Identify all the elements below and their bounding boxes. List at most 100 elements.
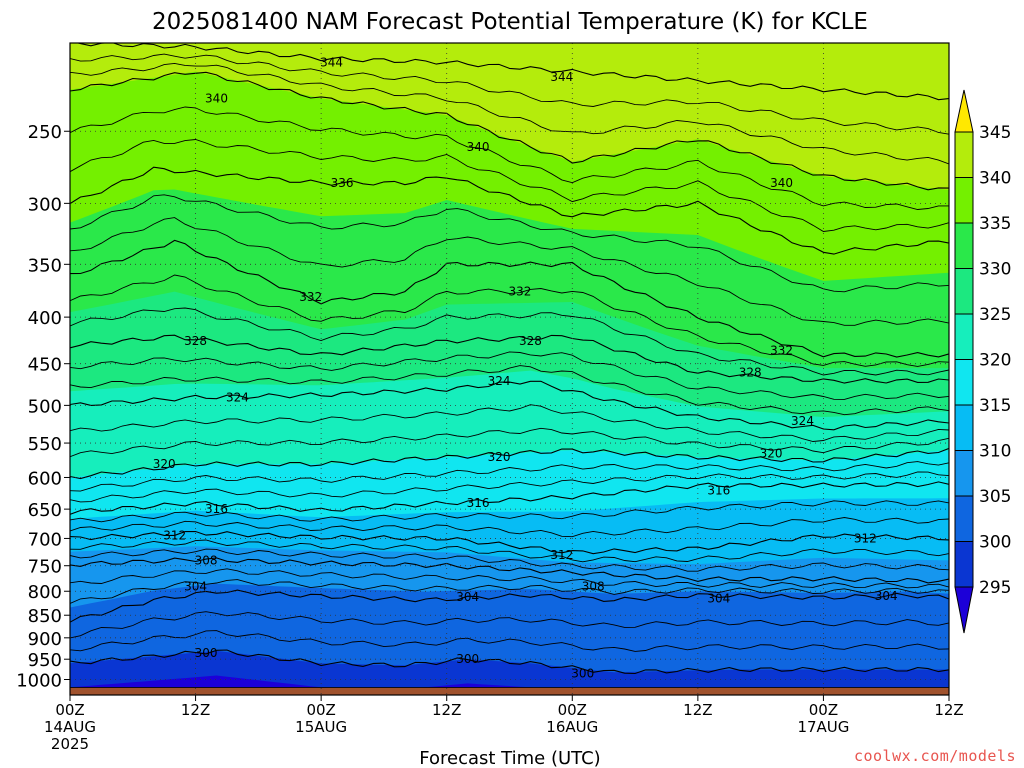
colorbar-box-320 bbox=[954, 359, 974, 406]
y-tick-label-750: 750 bbox=[28, 557, 62, 578]
isentrope-328 bbox=[70, 334, 949, 384]
y-tick-label-450: 450 bbox=[28, 355, 62, 376]
contour-label-332: 332 bbox=[509, 285, 532, 299]
isentrope-minor-308-2 bbox=[70, 539, 949, 563]
y-tick-label-800: 800 bbox=[28, 582, 62, 603]
isentrope-minor-324-2 bbox=[70, 351, 949, 400]
isentrope-minor-340-2 bbox=[70, 53, 949, 135]
x-tick-label-48: 00Z bbox=[558, 701, 587, 719]
colorbar-label-340: 340 bbox=[979, 169, 1011, 189]
isentrope-minor-336-2 bbox=[70, 106, 949, 210]
contour-label-316: 316 bbox=[707, 483, 730, 497]
contour-label-312: 312 bbox=[163, 529, 186, 543]
chart-title: 2025081400 NAM Forecast Potential Temper… bbox=[152, 9, 868, 35]
colorbar-label-335: 335 bbox=[979, 214, 1011, 234]
contour-label-344: 344 bbox=[320, 55, 343, 69]
isentrope-300 bbox=[70, 649, 949, 675]
colorbar-arrow-top bbox=[954, 89, 974, 133]
isentrope-340 bbox=[70, 71, 949, 191]
contour-label-324: 324 bbox=[226, 390, 249, 404]
isentrope-minor-332-1 bbox=[70, 217, 949, 326]
isentrope-minor-304-2 bbox=[70, 568, 949, 589]
isentrope-minor-316-2 bbox=[70, 461, 949, 492]
contour-label-300: 300 bbox=[571, 667, 594, 681]
colorbar-label-330: 330 bbox=[979, 260, 1011, 280]
contour-label-312: 312 bbox=[550, 548, 573, 562]
y-tick-label-550: 550 bbox=[28, 434, 62, 455]
isentrope-minor-320-2 bbox=[70, 404, 949, 442]
colorbar-box-325 bbox=[954, 313, 974, 360]
contour-label-308: 308 bbox=[582, 579, 605, 593]
isentrope-minor-328-1 bbox=[70, 307, 949, 376]
contour-label-324: 324 bbox=[488, 374, 511, 388]
colorbar-label-320: 320 bbox=[979, 351, 1011, 371]
isentrope-minor-336-1 bbox=[70, 139, 949, 232]
isentrope-minor-300-2 bbox=[70, 611, 949, 639]
y-tick-label-900: 900 bbox=[28, 629, 62, 650]
contour-label-308: 308 bbox=[195, 553, 218, 567]
ground-shading bbox=[70, 687, 949, 695]
isentrope-minor-340-1 bbox=[70, 62, 949, 165]
x-year-label: 2025 bbox=[51, 735, 89, 753]
contour-label-340: 340 bbox=[467, 140, 490, 154]
contour-label-320: 320 bbox=[153, 457, 176, 471]
colorbar-box-300 bbox=[954, 541, 974, 588]
contour-label-320: 320 bbox=[488, 450, 511, 464]
isentrope-minor-304-1 bbox=[70, 579, 949, 604]
y-tick-label-700: 700 bbox=[28, 529, 62, 550]
isentrope-316 bbox=[70, 481, 949, 515]
isentrope-minor-312-2 bbox=[70, 500, 949, 523]
contour-label-316: 316 bbox=[205, 502, 228, 516]
contour-label-328: 328 bbox=[184, 334, 207, 348]
isentrope-332 bbox=[70, 239, 949, 358]
credit-link[interactable]: coolwx.com/models bbox=[853, 747, 1016, 765]
colorbar-label-295: 295 bbox=[979, 578, 1011, 598]
x-tick-label-84: 12Z bbox=[934, 701, 963, 719]
contour-label-340: 340 bbox=[205, 91, 228, 105]
y-tick-label-400: 400 bbox=[28, 308, 62, 329]
y-tick-label-350: 350 bbox=[28, 255, 62, 276]
contour-label-332: 332 bbox=[299, 290, 322, 304]
contour-label-336: 336 bbox=[331, 176, 354, 190]
y-tick-label-250: 250 bbox=[28, 122, 62, 143]
isentrope-312 bbox=[70, 530, 949, 555]
y-tick-label-500: 500 bbox=[28, 396, 62, 417]
y-tick-label-850: 850 bbox=[28, 606, 62, 627]
contour-label-328: 328 bbox=[739, 365, 762, 379]
colorbar-label-305: 305 bbox=[979, 487, 1011, 507]
contour-label-300: 300 bbox=[195, 646, 218, 660]
contour-label-320: 320 bbox=[760, 447, 783, 461]
colorbar-box-340 bbox=[954, 177, 974, 224]
x-tick-label-72: 00Z bbox=[809, 701, 838, 719]
isentrope-320 bbox=[70, 447, 949, 480]
x-date-label-0: 14AUG bbox=[44, 718, 96, 736]
contour-label-340: 340 bbox=[770, 176, 793, 190]
colorbar-box-315 bbox=[954, 404, 974, 451]
y-tick-label-1000: 1000 bbox=[16, 670, 62, 691]
isentrope-336 bbox=[70, 166, 949, 255]
x-tick-label-0: 00Z bbox=[55, 701, 84, 719]
colorbar-label-310: 310 bbox=[979, 442, 1011, 462]
colorbar-arrow-bottom bbox=[954, 586, 974, 634]
isentrope-minor-328-2 bbox=[70, 274, 949, 367]
isentrope-minor-312-1 bbox=[70, 517, 949, 538]
contour-label-332: 332 bbox=[770, 343, 793, 357]
contour-label-324: 324 bbox=[791, 414, 814, 428]
y-tick-label-650: 650 bbox=[28, 500, 62, 521]
colorbar-label-345: 345 bbox=[979, 123, 1011, 143]
isentrope-minor-320-1 bbox=[70, 427, 949, 458]
isentrope-minor-300-1 bbox=[70, 630, 949, 652]
contour-label-304: 304 bbox=[875, 589, 898, 603]
colorbar-box-310 bbox=[954, 450, 974, 497]
contour-label-328: 328 bbox=[519, 334, 542, 348]
contour-label-300: 300 bbox=[456, 652, 479, 666]
colorbar-label-315: 315 bbox=[979, 396, 1011, 416]
x-date-label-48: 16AUG bbox=[546, 718, 598, 736]
isentrope-minor-324-1 bbox=[70, 365, 949, 416]
colorbar-box-335 bbox=[954, 222, 974, 269]
colorbar-box-305 bbox=[954, 495, 974, 542]
y-tick-label-600: 600 bbox=[28, 468, 62, 489]
colorbar-box-330 bbox=[954, 268, 974, 315]
contour-label-304: 304 bbox=[456, 590, 479, 604]
